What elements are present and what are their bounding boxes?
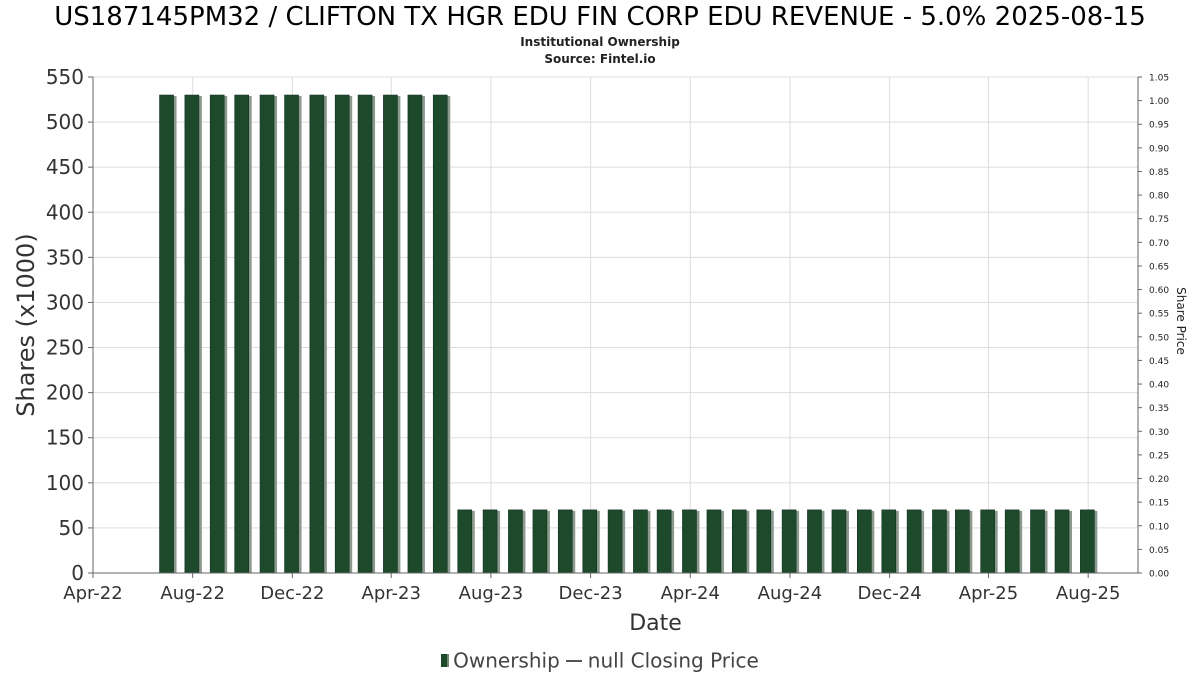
ownership-bar	[482, 509, 498, 574]
ownership-bar	[980, 509, 995, 574]
ownership-bar	[1054, 509, 1070, 574]
ownership-bar	[184, 94, 200, 574]
y-tick-label: 0	[71, 561, 84, 585]
y-tick-label: 300	[46, 290, 84, 314]
ownership-bar	[856, 509, 872, 574]
y2-tick-label: 0.20	[1149, 475, 1169, 485]
ownership-bar	[234, 94, 250, 574]
chart-title: US187145PM32 / CLIFTON TX HGR EDU FIN CO…	[54, 2, 1146, 32]
x-tick-label: Dec-22	[260, 583, 324, 604]
ownership-bar	[209, 94, 225, 574]
ownership-bar	[1030, 509, 1045, 574]
ownership-bar	[881, 509, 897, 574]
ownership-bar	[357, 94, 373, 574]
y2-tick-label: 0.70	[1149, 239, 1169, 249]
ownership-bar	[682, 509, 697, 574]
ownership-bar	[159, 94, 174, 574]
y2-tick-label: 0.95	[1149, 121, 1169, 131]
x-axis-label: Date	[629, 611, 682, 636]
closing-price-legend-swatch	[565, 659, 582, 662]
x-tick-label: Aug-25	[1056, 583, 1121, 604]
ownership-bar	[756, 509, 772, 574]
ownership-bar	[508, 509, 523, 574]
y2-tick-label: 0.60	[1149, 286, 1169, 296]
x-tick-label: Aug-22	[160, 583, 225, 604]
x-tick-label: Dec-23	[558, 583, 622, 604]
ownership-bar	[383, 94, 398, 574]
y2-tick-label: 0.05	[1149, 546, 1169, 556]
chart-subtitle: Institutional Ownership	[520, 35, 680, 49]
y-tick-label: 100	[46, 471, 84, 495]
ownership-bar	[656, 509, 672, 574]
ownership-bar	[906, 509, 922, 574]
y-tick-label: 50	[59, 516, 84, 540]
y-axis-label: Shares (x1000)	[12, 233, 40, 416]
chart-source: Source: Fintel.io	[544, 52, 656, 66]
ownership-bar	[932, 509, 947, 574]
y2-axis-label: Share Price	[1174, 287, 1188, 355]
x-tick-label: Aug-24	[758, 583, 823, 604]
y2-tick-label: 0.00	[1149, 570, 1169, 580]
y2-tick-label: 0.75	[1149, 215, 1169, 225]
ownership-bar	[633, 509, 648, 574]
ownership-bar	[1004, 509, 1020, 574]
legend-ownership: Ownership	[453, 648, 560, 673]
x-tick-label: Apr-23	[362, 583, 421, 604]
y-tick-label: 450	[46, 155, 84, 179]
y-tick-label: 550	[46, 65, 84, 89]
y2-tick-label: 0.40	[1149, 381, 1169, 391]
ownership-chart: 0 50 100 150 200 250 300 350 400 450 500 550 Apr-22 A…	[12, 65, 1188, 636]
ownership-bar	[807, 509, 822, 574]
y2-tick-label: 0.35	[1149, 404, 1169, 414]
chart-legend: Ownership null Closing Price	[0, 647, 1200, 673]
ownership-legend-swatch	[441, 654, 450, 667]
y2-tick-label: 0.90	[1149, 144, 1169, 154]
ownership-bar	[781, 509, 797, 574]
y-tick-label: 500	[46, 110, 84, 134]
x-tick-label: Apr-24	[661, 583, 720, 604]
y2-tick-label: 0.85	[1149, 168, 1169, 178]
ownership-bar	[532, 509, 548, 574]
y2-tick-label: 0.10	[1149, 522, 1169, 532]
y-tick-label: 350	[46, 245, 84, 269]
ownership-bar	[955, 509, 970, 574]
y2-tick-label: 0.55	[1149, 310, 1169, 320]
y2-tick-label: 0.25	[1149, 451, 1169, 461]
x-tick-label: Dec-24	[858, 583, 922, 604]
x-tick-label: Apr-22	[63, 583, 122, 604]
ownership-bar	[407, 94, 423, 574]
ownership-bar	[259, 94, 275, 574]
legend-closing-price: null Closing Price	[587, 648, 759, 673]
ownership-bar	[831, 509, 847, 574]
y2-tick-label: 0.15	[1149, 499, 1169, 509]
ownership-bar	[432, 94, 448, 574]
y2-tick-label: 0.30	[1149, 428, 1169, 438]
ownership-bar	[706, 509, 722, 574]
y2-tick-label: 0.80	[1149, 192, 1169, 202]
ownership-bar	[731, 509, 747, 574]
x-tick-label: Apr-25	[959, 583, 1018, 604]
y2-tick-label: 0.50	[1149, 333, 1169, 343]
ownership-bar	[1080, 509, 1095, 574]
y2-tick-label: 1.05	[1149, 74, 1169, 84]
y-tick-label: 150	[46, 426, 84, 450]
ownership-bar	[309, 94, 325, 574]
ownership-bar	[284, 94, 299, 574]
ownership-bar	[334, 94, 350, 574]
y2-tick-label: 0.65	[1149, 262, 1169, 272]
ownership-bar	[457, 509, 473, 574]
y-tick-label: 200	[46, 381, 84, 405]
ownership-bar	[557, 509, 573, 574]
y-tick-label: 400	[46, 200, 84, 224]
ownership-bar	[582, 509, 598, 574]
ownership-bar	[607, 509, 623, 574]
x-tick-label: Aug-23	[459, 583, 524, 604]
y2-tick-label: 0.45	[1149, 357, 1169, 367]
y2-tick-label: 1.00	[1149, 97, 1169, 107]
y-tick-label: 250	[46, 336, 84, 360]
